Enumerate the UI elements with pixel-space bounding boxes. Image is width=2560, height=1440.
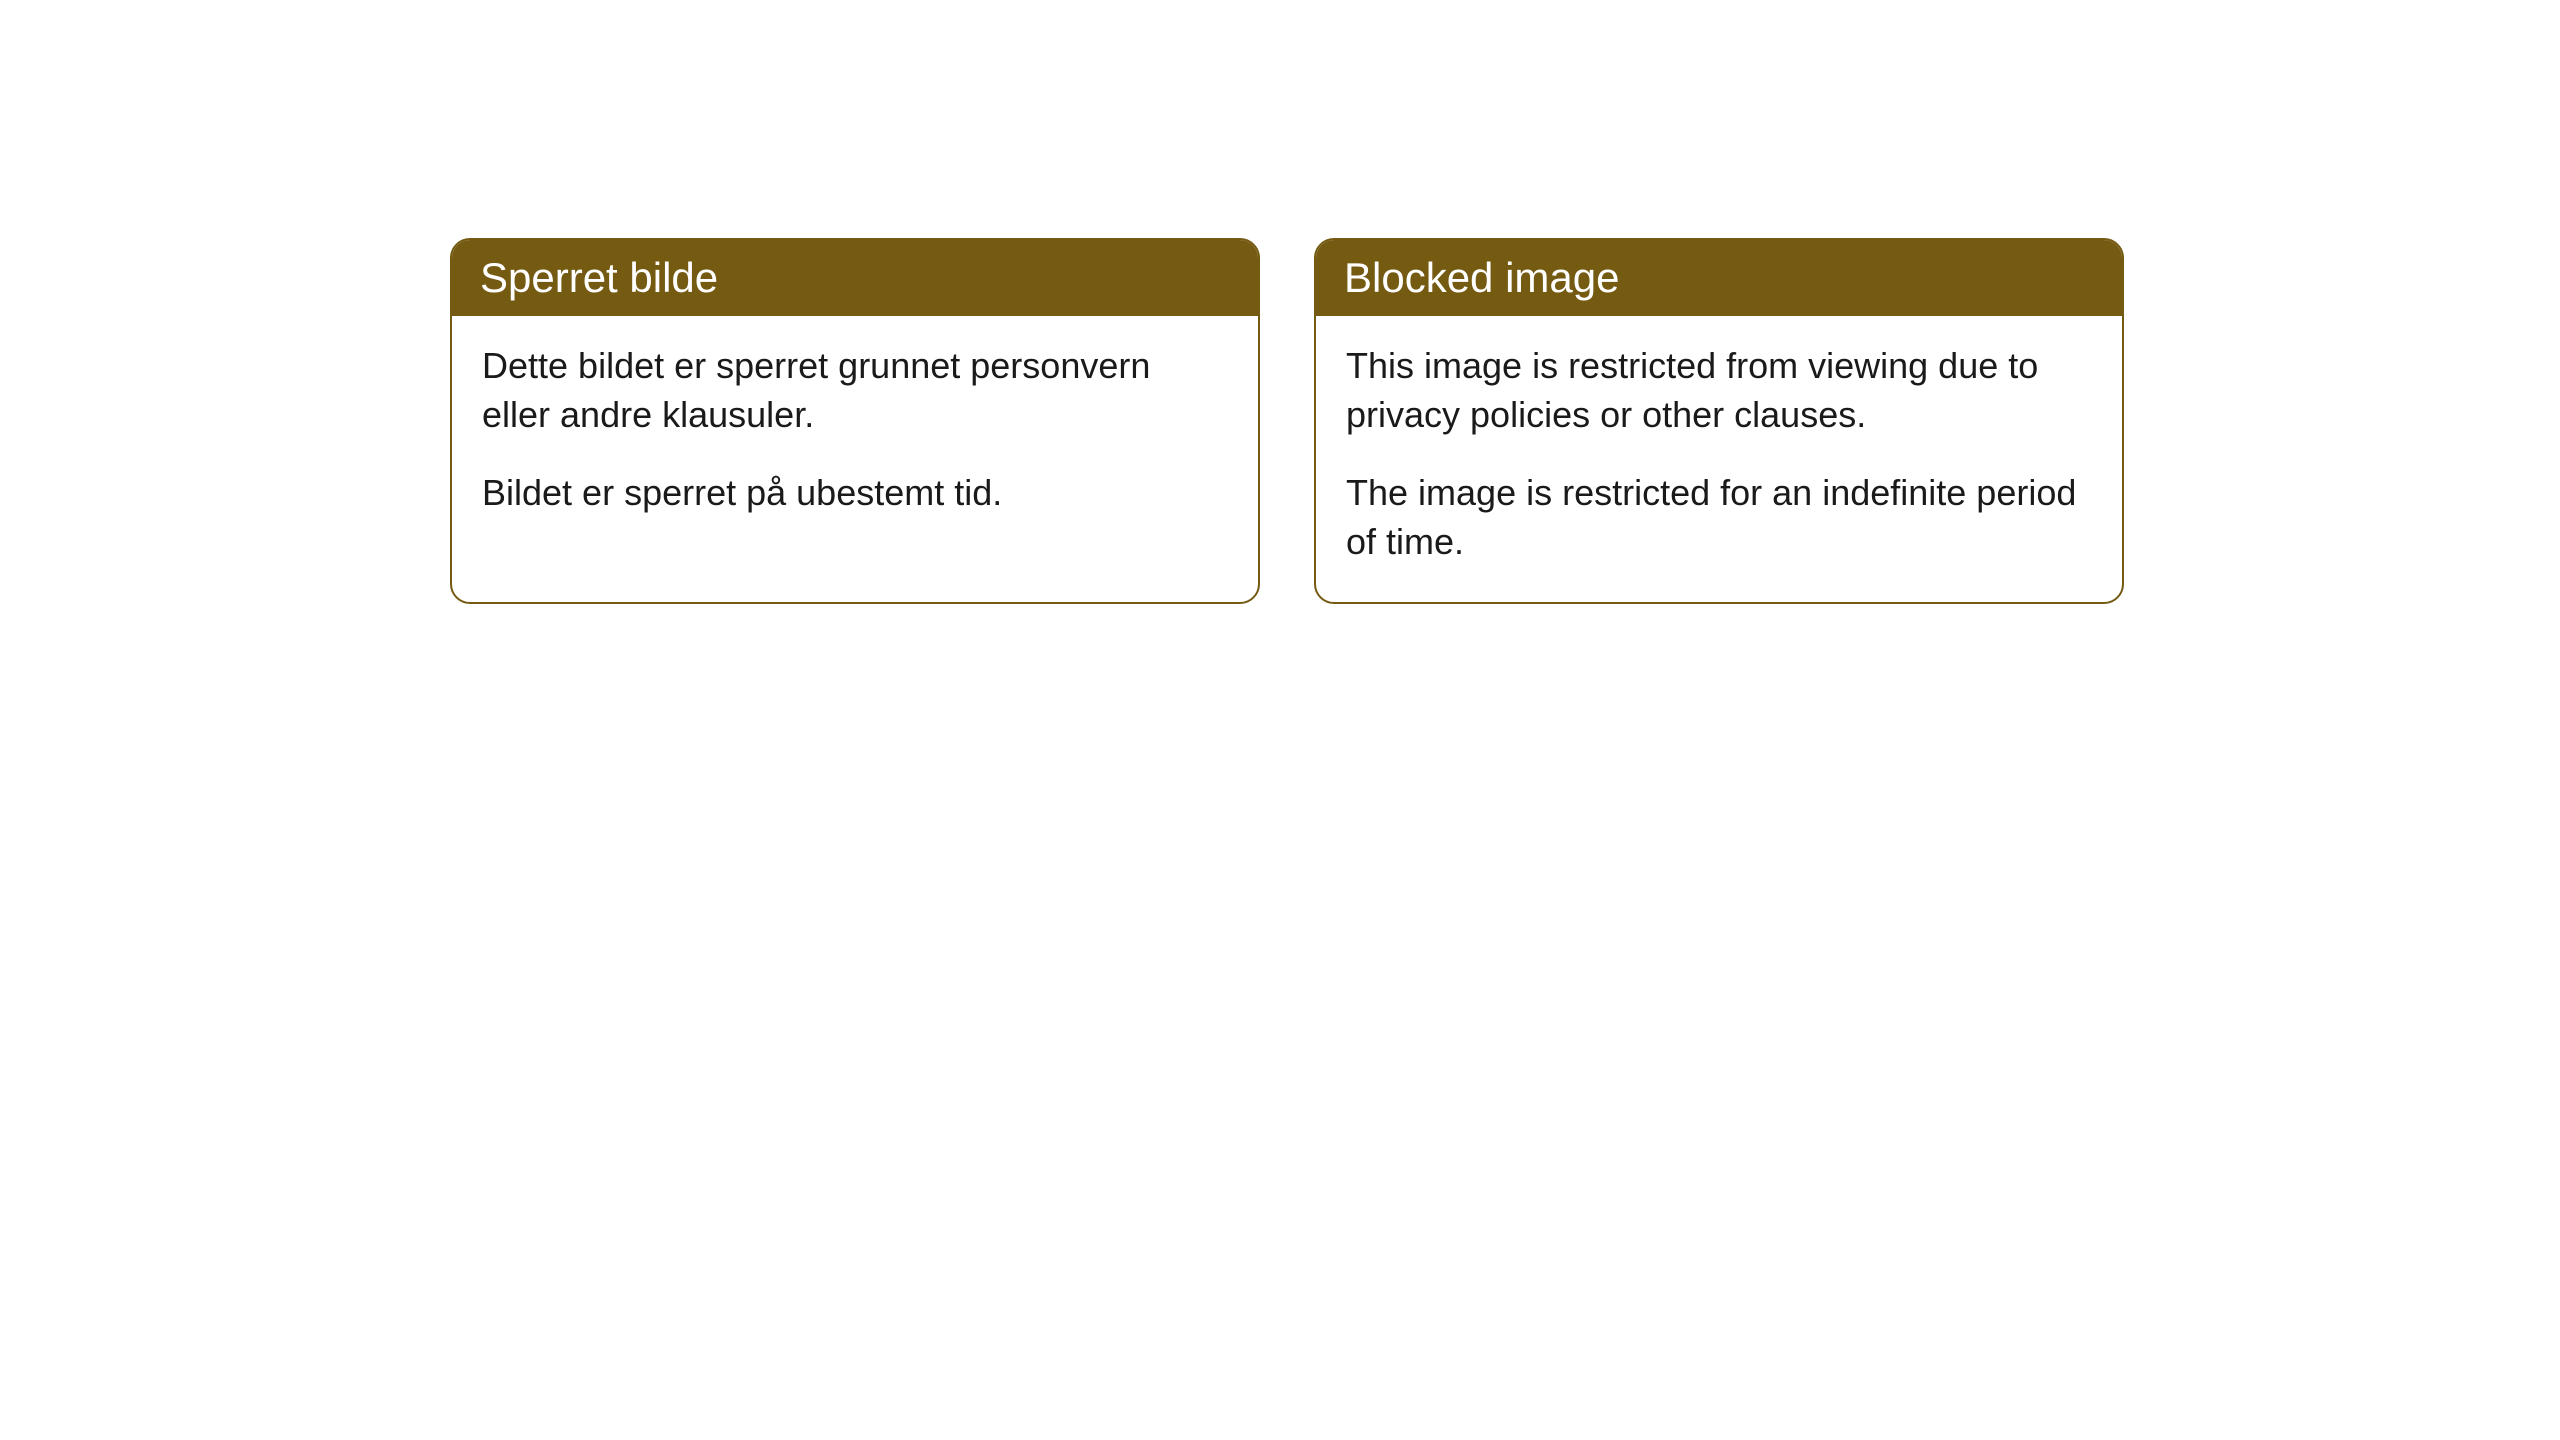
card-paragraph-2: Bildet er sperret på ubestemt tid. bbox=[482, 469, 1228, 518]
card-body-english: This image is restricted from viewing du… bbox=[1316, 316, 2122, 602]
card-header-norwegian: Sperret bilde bbox=[452, 240, 1258, 316]
card-body-norwegian: Dette bildet er sperret grunnet personve… bbox=[452, 316, 1258, 554]
card-paragraph-1: This image is restricted from viewing du… bbox=[1346, 342, 2092, 439]
notice-card-english: Blocked image This image is restricted f… bbox=[1314, 238, 2124, 604]
card-header-english: Blocked image bbox=[1316, 240, 2122, 316]
card-paragraph-1: Dette bildet er sperret grunnet personve… bbox=[482, 342, 1228, 439]
notice-card-norwegian: Sperret bilde Dette bildet er sperret gr… bbox=[450, 238, 1260, 604]
card-title: Blocked image bbox=[1344, 254, 1619, 301]
card-title: Sperret bilde bbox=[480, 254, 718, 301]
notice-container: Sperret bilde Dette bildet er sperret gr… bbox=[450, 238, 2124, 604]
card-paragraph-2: The image is restricted for an indefinit… bbox=[1346, 469, 2092, 566]
